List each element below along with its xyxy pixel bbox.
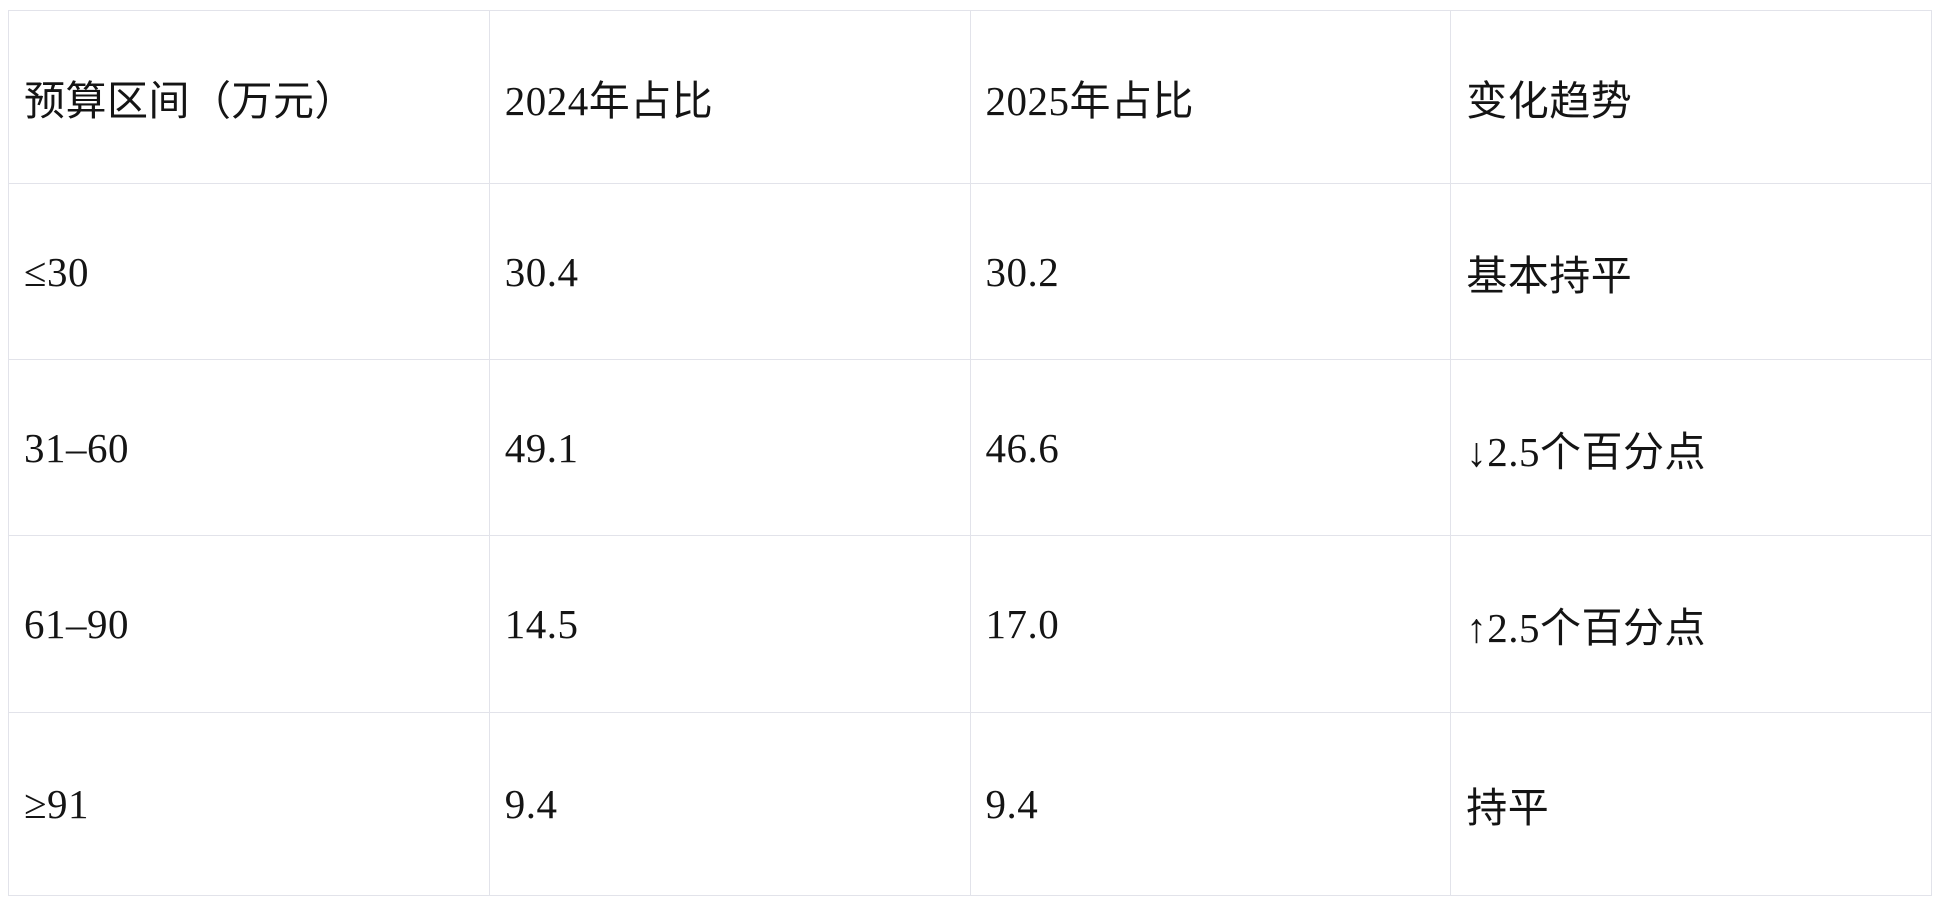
- cell-2025-value-emphasized: 46.6: [969, 359, 1452, 537]
- cell-2024-value: 49.1: [488, 359, 971, 537]
- cell-2024-value: 30.4: [488, 182, 971, 361]
- cell-trend: 基本持平: [1450, 182, 1932, 361]
- budget-comparison-table: 预算区间（万元） 2024年占比 2025年占比 变化趋势 ≤30 30.4 3…: [8, 10, 1932, 897]
- cell-2024-value: 9.4: [488, 711, 971, 897]
- cell-trend: ↓2.5个百分点: [1450, 359, 1932, 537]
- table-row: 31–60 49.1 46.6 ↓2.5个百分点: [8, 359, 1932, 537]
- table-row: ≥91 9.4 9.4 持平: [8, 711, 1932, 897]
- cell-2025-value: 9.4: [969, 711, 1452, 897]
- table-header-row: 预算区间（万元） 2024年占比 2025年占比 变化趋势: [8, 10, 1932, 184]
- cell-range: ≤30: [8, 182, 490, 361]
- header-cell-budget-range: 预算区间（万元）: [8, 10, 490, 184]
- cell-range: ≥91: [8, 711, 490, 897]
- cell-trend: 持平: [1450, 711, 1932, 897]
- cell-2025-value-emphasized: 17.0: [969, 535, 1452, 713]
- budget-table-container: 预算区间（万元） 2024年占比 2025年占比 变化趋势 ≤30 30.4 3…: [8, 10, 1932, 897]
- cell-range: 31–60: [8, 359, 490, 537]
- table-row: 61–90 14.5 17.0 ↑2.5个百分点: [8, 535, 1932, 713]
- header-cell-2025-share: 2025年占比: [969, 10, 1452, 184]
- table-row: ≤30 30.4 30.2 基本持平: [8, 182, 1932, 361]
- header-cell-2024-share: 2024年占比: [488, 10, 971, 184]
- cell-trend: ↑2.5个百分点: [1450, 535, 1932, 713]
- header-cell-trend: 变化趋势: [1450, 10, 1932, 184]
- cell-2024-value: 14.5: [488, 535, 971, 713]
- cell-range: 61–90: [8, 535, 490, 713]
- cell-2025-value: 30.2: [969, 182, 1452, 361]
